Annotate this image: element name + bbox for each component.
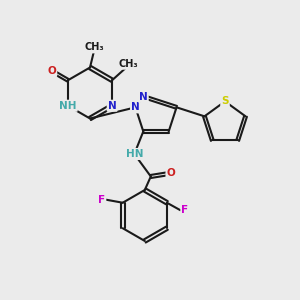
Text: F: F xyxy=(98,195,105,205)
Text: CH₃: CH₃ xyxy=(119,59,138,69)
Text: N: N xyxy=(108,101,116,111)
Text: N: N xyxy=(139,92,148,101)
Text: HN: HN xyxy=(126,149,143,159)
Text: NH: NH xyxy=(59,101,77,111)
Text: O: O xyxy=(47,66,56,76)
Text: S: S xyxy=(221,96,229,106)
Text: CH₃: CH₃ xyxy=(85,42,104,52)
Text: N: N xyxy=(131,102,140,112)
Text: O: O xyxy=(167,169,175,178)
Text: F: F xyxy=(181,205,188,215)
